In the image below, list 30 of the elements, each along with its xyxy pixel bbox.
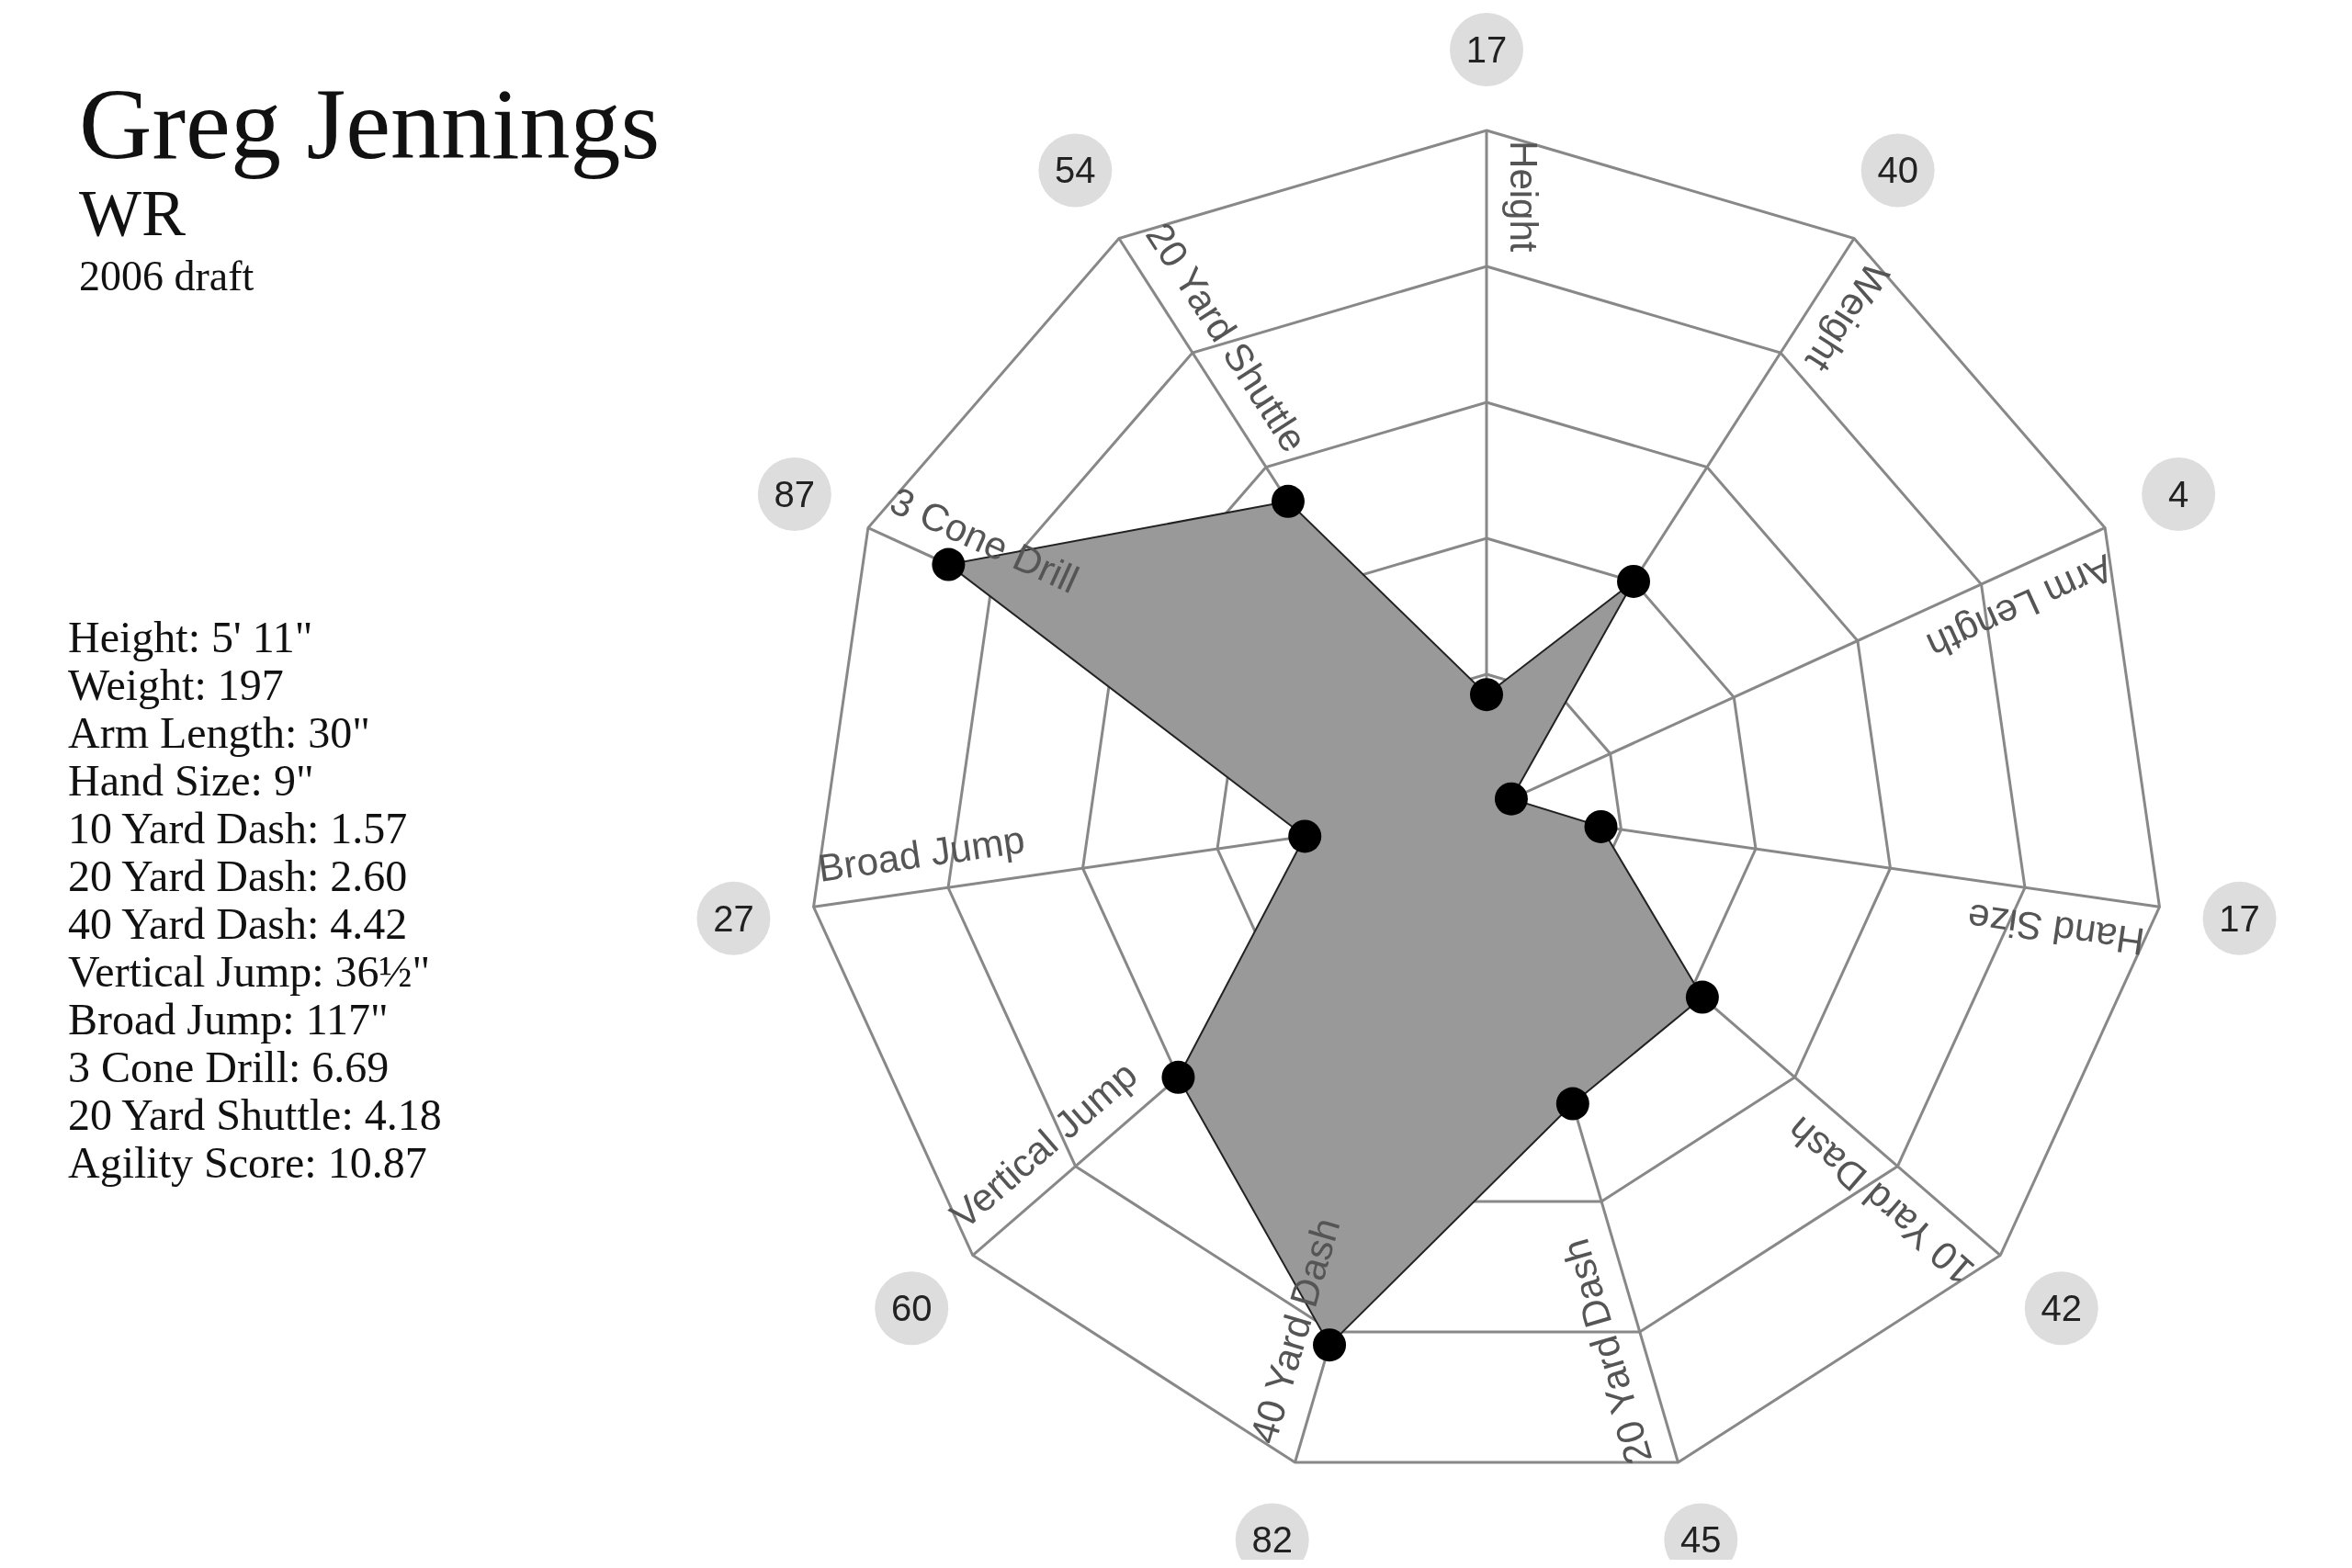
spoke-label: 3 Cone Drill bbox=[884, 478, 1086, 602]
spoke-label: Hand Size bbox=[1964, 895, 2148, 964]
text: Weight: 197 bbox=[68, 660, 285, 709]
text: 40 Yard Dash: 4.42 bbox=[68, 899, 409, 948]
text: 17 bbox=[2219, 897, 2260, 939]
text: 82 bbox=[1251, 1519, 1293, 1561]
text: 10 Yard Dash: 1.57 bbox=[68, 804, 409, 852]
text: 3 Cone Drill: 6.69 bbox=[68, 1043, 390, 1091]
text: Arm Length: 30" bbox=[68, 708, 371, 757]
text: Agility Score: 10.87 bbox=[68, 1138, 428, 1187]
text: 2006 draft bbox=[79, 252, 255, 301]
text: 17 bbox=[1465, 29, 1508, 70]
text: 27 bbox=[713, 897, 754, 939]
text: Broad Jump: 117" bbox=[68, 995, 390, 1043]
text: 45 bbox=[1680, 1519, 1722, 1561]
spoke-label: Height bbox=[1502, 141, 1545, 253]
text: 4 bbox=[2168, 474, 2189, 515]
text: Height: 5' 11" bbox=[68, 613, 314, 661]
text: 87 bbox=[774, 474, 816, 515]
spoke-label: 20 Yard Dash bbox=[1553, 1234, 1661, 1470]
spoke-label: 40 Yard Dash bbox=[1241, 1213, 1349, 1449]
text: 60 bbox=[890, 1288, 933, 1329]
text: Vertical Jump: 36½" bbox=[68, 947, 432, 996]
spoke-label: Broad Jump bbox=[815, 818, 1028, 890]
text: 20 Yard Shuttle: 4.18 bbox=[68, 1090, 442, 1139]
text: Hand Size: 9" bbox=[68, 756, 315, 805]
text: 20 Yard Dash: 2.60 bbox=[68, 852, 409, 900]
text: 54 bbox=[1055, 150, 1096, 191]
text: 42 bbox=[2041, 1288, 2083, 1329]
text: 40 bbox=[1877, 150, 1918, 191]
